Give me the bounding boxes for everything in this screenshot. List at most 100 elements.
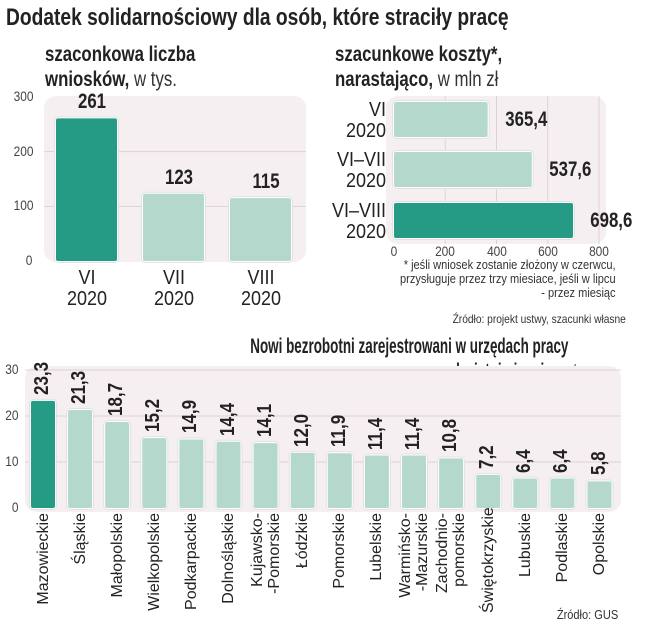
chart1-value-label: 123	[164, 165, 193, 189]
chart3-ytick-label: 0	[11, 499, 19, 515]
chart3-category-label: Kujawsko-	[248, 513, 266, 587]
chart3-value-label: 11,4	[364, 417, 387, 450]
chart3-category-label: Podlaskie	[553, 513, 571, 583]
chart1-bar	[56, 118, 117, 261]
chart2-footnote: * jeśli wniosek zostanie złożony w czerw…	[400, 258, 616, 300]
chart3-value-label: 10,8	[439, 419, 462, 453]
chart2-value-label: 698,6	[590, 209, 633, 232]
chart3-bar	[364, 455, 389, 508]
chart2-xtick-label: 600	[537, 243, 558, 259]
chart2-xtick-label: 800	[589, 243, 609, 259]
chart3-bar	[290, 452, 315, 508]
chart3-value-label: 14,1	[253, 404, 276, 438]
chart3-category-label: pomorskie	[451, 513, 469, 587]
chart3-category-label: Świętokrzyskie	[479, 507, 497, 613]
chart3-bar	[550, 478, 575, 508]
footnote-line: - przez miesiąc	[541, 285, 616, 300]
chart3-value-label: 21,3	[68, 370, 91, 405]
chart3-bar	[142, 438, 167, 508]
chart3-category-label: Pomorskie	[331, 513, 349, 589]
chart2-title-bold: narastająco,	[335, 68, 434, 91]
chart3-value-label: 18,7	[105, 382, 128, 416]
chart3-category-label: Opolskie	[591, 513, 608, 576]
chart1-category-label: VIII	[246, 267, 274, 289]
chart1-ytick-label: 300	[13, 88, 34, 104]
chart3-value-label: 7,2	[476, 445, 499, 469]
chart2-xtick-label: 400	[486, 243, 507, 259]
footnote-line: * jeśli wniosek zostanie złożony w czerw…	[404, 257, 616, 272]
chart1-category-year: 2020	[66, 288, 107, 310]
chart3-bar	[476, 474, 501, 508]
chart2-unit: w mln zł	[437, 68, 499, 91]
chart3-bar	[31, 400, 55, 508]
chart3-value-label: 14,9	[179, 400, 202, 434]
chart3-bar	[216, 441, 241, 508]
chart3-value-label: 12,0	[290, 413, 313, 447]
chart3-bar	[105, 421, 130, 508]
chart2-category-year: 2020	[345, 221, 386, 243]
chart3-bar	[327, 453, 352, 508]
chart3-bar	[68, 410, 93, 508]
chart2-category-label: VI–VII	[336, 149, 386, 171]
chart3-bar	[513, 478, 538, 508]
chart3-title-line1: Nowi bezrobotni zarejestrowani w urzędac…	[171, 334, 569, 359]
chart3-category-label: -Mazurskie	[414, 513, 431, 592]
chart3-category-label: Łódzkie	[294, 513, 312, 569]
chart3-value-label: 11,4	[402, 417, 424, 450]
chart3-title-text: Nowi bezrobotni zarejestrowani w urzędac…	[250, 335, 569, 358]
chart2-title-line2: narastająco, w mln zł	[335, 67, 498, 92]
chart2-title-line1: szacunkowe koszty*,	[335, 43, 503, 66]
chart2-bar	[394, 152, 532, 187]
chart3-source: Źródło: GUS	[556, 607, 618, 622]
chart3-bar	[439, 458, 464, 508]
chart3-category-label: Wielkopolskie	[145, 513, 163, 611]
chart2-bar	[394, 102, 488, 137]
chart1-ytick-label: 100	[13, 197, 34, 214]
chart1-category-year: 2020	[240, 288, 281, 310]
chart3-ytick-label: 30	[5, 361, 19, 377]
chart3-category-label: Dolnośląskie	[220, 513, 237, 604]
chart1-title-bold: wniosków,	[45, 68, 130, 91]
chart2-value-label: 537,6	[549, 158, 592, 181]
chart3-category-label: Małopolskie	[108, 513, 126, 598]
chart1-title-line1: szaconkowa liczba	[45, 43, 196, 66]
chart1-category-year: 2020	[153, 288, 194, 310]
chart2-source: Źródło: projekt ustwy, szacunki własne	[452, 312, 626, 326]
chart2-xtick-label: 0	[390, 243, 398, 259]
chart3-bar	[402, 455, 426, 508]
chart1-unit: w tys.	[134, 68, 177, 91]
chart3-value-label: 14,4	[216, 402, 239, 436]
chart3-category-label: Śląskie	[71, 513, 89, 565]
chart3-ytick-label: 20	[5, 407, 19, 423]
chart1-value-label: 115	[251, 170, 280, 194]
chart1-title-line2: wniosków, w tys.	[45, 67, 177, 92]
chart2-category-label: VI	[368, 99, 386, 121]
chart3-value-label: 15,2	[142, 398, 165, 433]
chart3-bar	[587, 481, 612, 508]
chart3-category-label: Zachodnio-	[434, 513, 452, 594]
chart3-category-label: Warmińsko-	[397, 513, 414, 598]
chart3-ytick-label: 10	[5, 453, 19, 469]
chart1-ytick-label: 200	[13, 142, 34, 159]
chart2-category-label: VI–VIII	[331, 200, 386, 222]
chart3-category-label: Lubelskie	[368, 513, 386, 581]
chart3-category-label: Mazowieckie	[34, 513, 52, 605]
chart2-value-label: 365,4	[504, 108, 547, 131]
chart1-bar	[143, 193, 204, 261]
chart3-value-label: 6,4	[550, 448, 573, 473]
chart3-category-label: Podkarpackie	[182, 513, 200, 610]
chart2-bar	[394, 203, 574, 238]
chart3-category-label: Lubuskie	[516, 513, 534, 578]
chart1-category-label: VI	[77, 267, 96, 289]
chart1-category-label: VII	[162, 267, 185, 289]
chart1-value-label: 261	[77, 90, 106, 114]
chart2-category-year: 2020	[345, 170, 386, 192]
chart1-bar	[230, 198, 291, 261]
chart3-bar	[253, 443, 278, 508]
chart3-category-label: -Pomorskie	[265, 513, 283, 594]
chart3-plot-panel	[25, 366, 621, 512]
chart1-ytick-label: 0	[25, 252, 33, 268]
chart3-value-label: 23,3	[31, 361, 53, 395]
